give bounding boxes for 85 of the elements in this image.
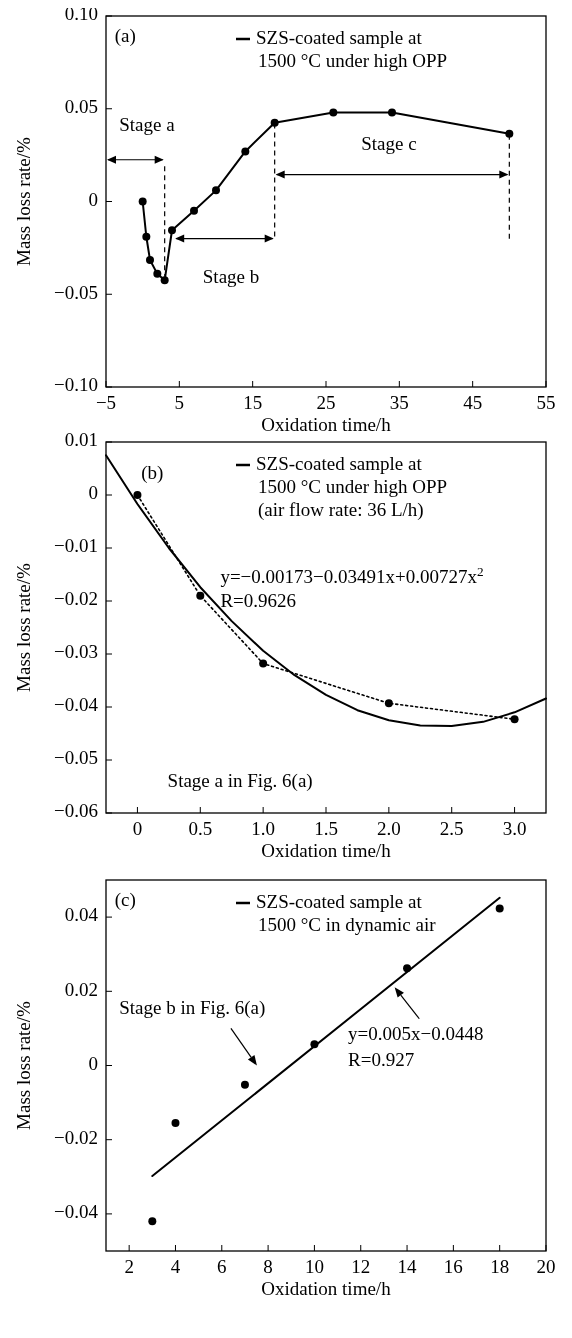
- x-tick-label: 10: [304, 1256, 324, 1277]
- y-tick-label: 0.10: [64, 3, 98, 25]
- x-tick-label: 3.0: [502, 818, 527, 839]
- point: [510, 715, 519, 724]
- y-tick-label: −0.06: [54, 800, 98, 822]
- x-tick-label: 55: [536, 392, 556, 413]
- point: [190, 206, 198, 215]
- x-tick-label: 5: [174, 392, 185, 413]
- annotation: Stage c: [361, 132, 417, 154]
- point: [388, 108, 396, 117]
- legend-label: SZS-coated sample at 1500 °C under high OPP: [256, 27, 448, 71]
- x-tick-label: 0.5: [188, 818, 213, 839]
- point: [384, 699, 393, 708]
- x-tick-label: 14: [397, 1256, 418, 1277]
- y-tick-label: −0.02: [54, 588, 98, 610]
- y-axis-title: Mass loss rate/%: [13, 1000, 34, 1130]
- point: [160, 276, 169, 285]
- legend-label: SZS-coated sample at 1500 °C in dynamic air: [256, 891, 437, 935]
- annotation: Stage a: [119, 114, 176, 136]
- x-tick-label: 15: [243, 392, 263, 413]
- x-tick-label: 2: [124, 1256, 134, 1277]
- x-tick-label: 18: [490, 1256, 510, 1277]
- x-tick-label: 1.0: [251, 818, 276, 839]
- x-tick-label: 16: [443, 1256, 463, 1277]
- y-tick-label: −0.04: [54, 1201, 99, 1223]
- y-tick-label: 0: [88, 188, 98, 210]
- point: [241, 147, 250, 156]
- y-tick-label: 0.01: [64, 429, 98, 451]
- x-tick-label: 35: [389, 392, 409, 413]
- y-tick-label: 0: [88, 482, 98, 504]
- x-tick-label: 1.5: [314, 818, 338, 839]
- y-tick-label: −0.02: [54, 1127, 98, 1149]
- annotation: y=0.005x−0.0448: [348, 1022, 484, 1044]
- y-tick-label: −0.05: [54, 281, 98, 303]
- x-tick-label: 45: [463, 392, 483, 413]
- x-tick-label: 2.0: [376, 818, 401, 839]
- annotation: Stage a in Fig. 6(a): [167, 770, 313, 793]
- y-axis-title: Mass loss rate/%: [13, 136, 34, 266]
- annotation: R=0.9626: [220, 590, 297, 612]
- point: [259, 659, 268, 668]
- point: [495, 904, 504, 913]
- annotation: R=0.927: [348, 1048, 415, 1070]
- y-tick-label: 0: [88, 1052, 98, 1074]
- x-tick-label: 6: [217, 1256, 227, 1277]
- y-tick-label: 0.05: [64, 96, 98, 118]
- point: [171, 1119, 180, 1128]
- point: [148, 1217, 157, 1226]
- y-tick-label: −0.03: [54, 641, 98, 663]
- x-axis-title: Oxidation time/h: [261, 1278, 392, 1299]
- point: [142, 232, 151, 241]
- point: [153, 269, 162, 278]
- point: [133, 491, 142, 499]
- point: [196, 591, 205, 600]
- y-tick-label: 0.02: [64, 978, 98, 1000]
- x-axis-title: Oxidation time/h: [261, 414, 392, 435]
- annotation: Stage b: [202, 266, 260, 288]
- point: [212, 186, 220, 195]
- point: [270, 118, 279, 127]
- x-axis-title: Oxidation time/h: [261, 840, 392, 861]
- annotation: (c): [114, 888, 136, 911]
- annotation: y=−0.00173−0.03491x+0.00727x$^{2}$: [220, 563, 484, 587]
- x-tick-label: 4: [170, 1256, 181, 1277]
- annotation: (a): [114, 24, 136, 47]
- x-tick-label: 20: [536, 1256, 556, 1277]
- point: [138, 197, 147, 206]
- annotation: (b): [141, 462, 164, 485]
- y-tick-label: −0.04: [54, 694, 99, 716]
- y-tick-label: 0.04: [64, 904, 99, 926]
- x-tick-label: −5: [95, 392, 117, 413]
- y-tick-label: −0.01: [54, 535, 98, 557]
- x-tick-label: 2.5: [439, 818, 464, 839]
- y-tick-label: −0.05: [54, 747, 98, 769]
- x-tick-label: 25: [316, 392, 336, 413]
- x-tick-label: 8: [263, 1256, 273, 1277]
- point: [168, 226, 176, 235]
- point: [240, 1080, 249, 1089]
- x-tick-label: 12: [351, 1256, 371, 1277]
- y-axis-title: Mass loss rate/%: [13, 562, 34, 692]
- x-tick-label: 0: [132, 818, 143, 839]
- point: [505, 129, 514, 138]
- point: [329, 108, 338, 117]
- annotation: Stage b in Fig. 6(a): [119, 996, 266, 1019]
- legend-label: SZS-coated sample at 1500 °C under high OPP (air flow rate: 36 L/h): [256, 453, 448, 521]
- y-tick-label: −0.10: [54, 374, 98, 396]
- point: [146, 255, 154, 264]
